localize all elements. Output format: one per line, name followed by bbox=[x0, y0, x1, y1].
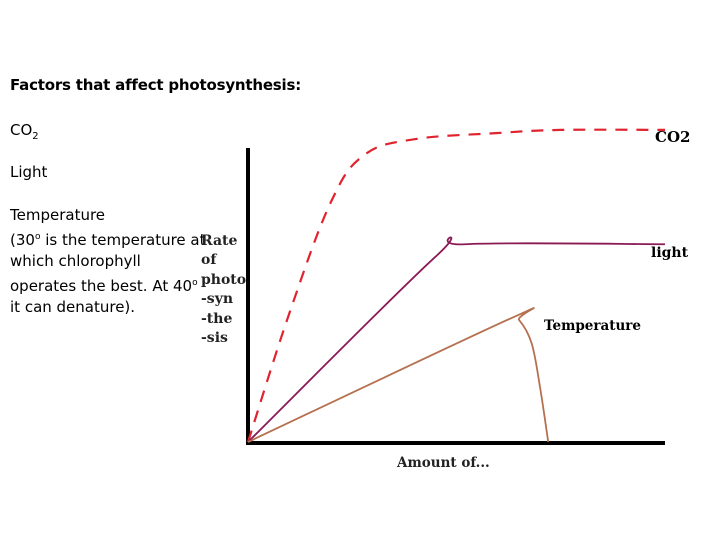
series-label-co2: CO2 bbox=[655, 128, 691, 146]
temperature-note-part3: it can denature). bbox=[10, 298, 136, 317]
series-line-light bbox=[247, 236, 666, 443]
y-axis-label-line: -syn bbox=[201, 291, 234, 308]
factor-co2-subscript: 2 bbox=[32, 131, 39, 142]
slide-title: Factors that affect photosynthesis: bbox=[10, 76, 302, 94]
temperature-note-part1: (30 bbox=[10, 230, 35, 249]
series-group bbox=[246, 128, 666, 443]
series-line-co2 bbox=[246, 128, 666, 443]
temperature-note-part2: is the temperature at which chlorophyll … bbox=[10, 230, 206, 295]
factor-co2-label: CO bbox=[10, 121, 33, 139]
series-label-light: light bbox=[651, 245, 689, 261]
degree-symbol-1: o bbox=[34, 231, 41, 242]
degree-symbol-2: o bbox=[192, 277, 198, 288]
y-axis-label-line: -sis bbox=[201, 330, 228, 347]
y-axis-label-line: -the bbox=[201, 310, 233, 327]
y-axis-label-line: Rate bbox=[201, 233, 238, 249]
factor-temperature: Temperature (30o is the temperature at wh… bbox=[10, 205, 210, 319]
y-axis-label-line: photo bbox=[201, 271, 247, 288]
factor-light: Light bbox=[10, 163, 48, 181]
x-axis-label: Amount of... bbox=[397, 455, 490, 471]
factor-temperature-heading: Temperature bbox=[10, 206, 106, 224]
series-label-temperature: Temperature bbox=[544, 318, 642, 334]
y-axis-label-line: of bbox=[201, 252, 217, 269]
factor-co2: CO2 bbox=[10, 120, 39, 148]
series-line-temperature bbox=[247, 307, 550, 443]
y-axis-label: Rate of photo -syn -the -sis bbox=[201, 232, 246, 348]
